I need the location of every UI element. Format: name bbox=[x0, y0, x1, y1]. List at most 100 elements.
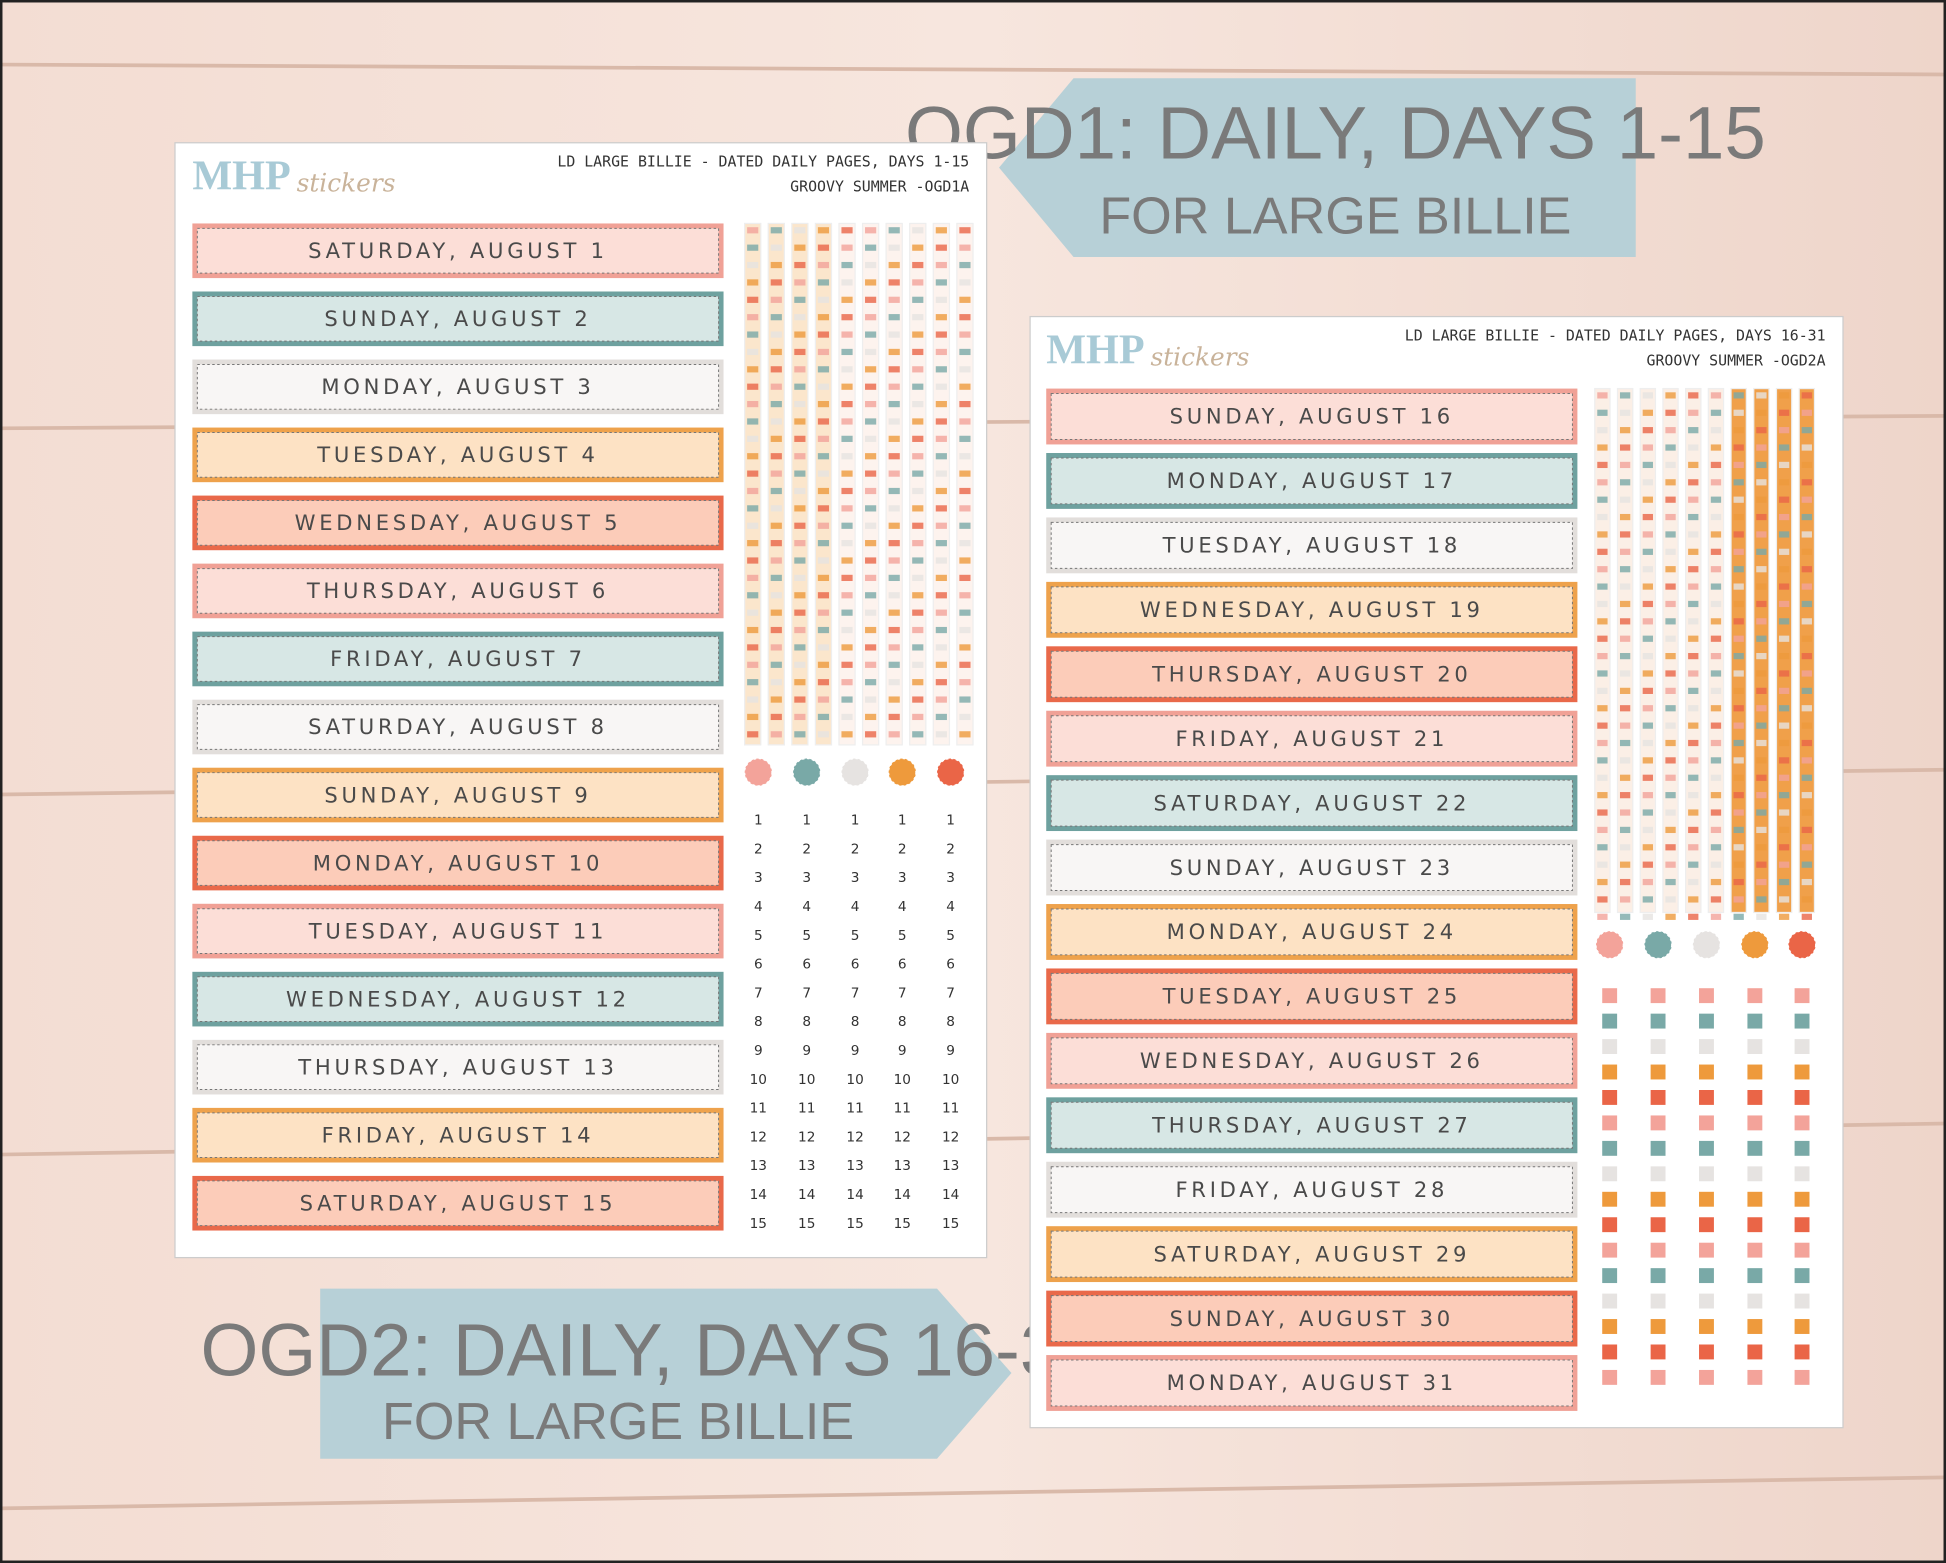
washi-pattern bbox=[888, 400, 900, 408]
washi-pattern bbox=[1665, 653, 1676, 660]
date-label-inner bbox=[196, 432, 720, 478]
banner-subtitle: FOR LARGE BILLIE bbox=[1099, 187, 1571, 245]
washi-pattern bbox=[865, 244, 877, 251]
tracker-square bbox=[1794, 1268, 1810, 1284]
washi-pattern bbox=[865, 453, 877, 460]
washi-pattern bbox=[865, 557, 877, 564]
washi-pattern bbox=[1642, 878, 1653, 886]
date-label-inner bbox=[196, 1112, 720, 1159]
washi-pattern bbox=[1756, 600, 1767, 608]
washi-pattern bbox=[959, 661, 971, 668]
washi-pattern bbox=[817, 592, 830, 599]
banner-title: OGD1: DAILY, DAYS 1-15 bbox=[905, 92, 1766, 175]
tracker-square bbox=[1650, 1217, 1666, 1233]
washi-pattern bbox=[1619, 913, 1631, 920]
washi-pattern bbox=[1778, 531, 1790, 538]
washi-pattern bbox=[1733, 635, 1744, 642]
washi-pattern bbox=[959, 400, 971, 408]
washi-pattern bbox=[1801, 461, 1812, 469]
washi-pattern bbox=[817, 626, 830, 634]
tracker-square bbox=[1747, 1268, 1763, 1284]
tracker-number: 3 bbox=[946, 870, 955, 886]
washi-pattern bbox=[1688, 739, 1699, 747]
date-label: THURSDAY, AUGUST 13 bbox=[297, 1054, 617, 1079]
tracker-square bbox=[1602, 1064, 1618, 1080]
washi-pattern bbox=[1619, 670, 1631, 677]
washi-pattern bbox=[865, 540, 877, 547]
washi-pattern bbox=[1710, 826, 1722, 834]
washi-pattern bbox=[747, 296, 759, 303]
washi-pattern bbox=[1665, 705, 1676, 712]
washi-pattern bbox=[1597, 635, 1608, 642]
washi-pattern bbox=[935, 661, 947, 668]
washi-pattern bbox=[912, 279, 924, 286]
washi-pattern bbox=[1710, 722, 1722, 729]
tracker-square bbox=[1650, 1064, 1666, 1080]
washi-pattern bbox=[1619, 479, 1631, 486]
washi-pattern bbox=[1778, 687, 1790, 694]
washi-pattern bbox=[888, 592, 900, 599]
tracker-square bbox=[1602, 1268, 1618, 1284]
washi-pattern bbox=[1688, 479, 1699, 486]
washi-pattern bbox=[794, 661, 806, 668]
washi-pattern bbox=[1597, 531, 1608, 538]
washi-pattern bbox=[770, 679, 782, 686]
washi-pattern bbox=[794, 557, 806, 564]
tracker-number: 1 bbox=[802, 813, 811, 829]
date-label: SUNDAY, AUGUST 16 bbox=[1170, 404, 1454, 429]
washi-pattern bbox=[1688, 826, 1699, 834]
washi-pattern bbox=[912, 574, 924, 582]
washi-pattern bbox=[1801, 861, 1812, 868]
tracker-square bbox=[1747, 1090, 1763, 1105]
washi-pattern bbox=[935, 679, 947, 686]
washi-pattern bbox=[959, 331, 971, 338]
tracker-square bbox=[1794, 1013, 1810, 1029]
tracker-number: 12 bbox=[750, 1129, 767, 1145]
washi-pattern bbox=[1665, 739, 1676, 747]
washi-pattern bbox=[935, 331, 947, 338]
washi-pattern bbox=[1597, 427, 1608, 434]
washi-pattern bbox=[1733, 427, 1744, 434]
tracker-square bbox=[1602, 1319, 1618, 1334]
washi-pattern bbox=[888, 731, 900, 738]
washi-pattern bbox=[912, 540, 924, 547]
washi-pattern bbox=[912, 470, 924, 477]
washi-pattern bbox=[747, 244, 759, 251]
washi-pattern bbox=[794, 592, 806, 599]
tracker-square bbox=[1650, 1369, 1666, 1385]
washi-pattern bbox=[1665, 513, 1676, 521]
tracker-number: 10 bbox=[846, 1072, 863, 1088]
washi-pattern bbox=[1801, 687, 1812, 694]
tracker-square bbox=[1650, 1140, 1666, 1156]
tracker-number: 8 bbox=[946, 1014, 955, 1030]
tracker-number: 8 bbox=[851, 1014, 860, 1030]
tracker-square bbox=[1747, 1115, 1763, 1131]
washi-pattern bbox=[770, 227, 782, 234]
washi-pattern bbox=[770, 487, 782, 495]
washi-pattern bbox=[747, 609, 759, 616]
date-label: WEDNESDAY, AUGUST 12 bbox=[286, 986, 630, 1011]
washi-pattern bbox=[1597, 548, 1608, 555]
washi-pattern bbox=[1801, 548, 1812, 555]
washi-pattern bbox=[1756, 531, 1767, 538]
washi-pattern bbox=[1665, 722, 1676, 729]
washi-pattern bbox=[1733, 409, 1744, 416]
tracker-square bbox=[1747, 1293, 1763, 1309]
washi-pattern bbox=[1710, 809, 1722, 816]
washi-pattern bbox=[1710, 757, 1722, 764]
washi-pattern bbox=[959, 418, 971, 425]
tracker-number: 8 bbox=[802, 1014, 811, 1030]
washi-pattern bbox=[770, 314, 782, 321]
washi-pattern bbox=[841, 557, 853, 564]
washi-pattern bbox=[770, 540, 782, 547]
washi-pattern bbox=[888, 505, 900, 512]
washi-pattern bbox=[817, 400, 830, 408]
date-label: SUNDAY, AUGUST 2 bbox=[324, 306, 591, 331]
tracker-number: 11 bbox=[894, 1101, 911, 1117]
washi-pattern bbox=[1597, 896, 1608, 903]
washi-pattern bbox=[865, 366, 877, 373]
washi-pattern bbox=[1642, 774, 1653, 781]
date-label-inner bbox=[1050, 1230, 1573, 1278]
washi-pattern bbox=[841, 418, 853, 425]
washi-pattern bbox=[1801, 392, 1812, 399]
